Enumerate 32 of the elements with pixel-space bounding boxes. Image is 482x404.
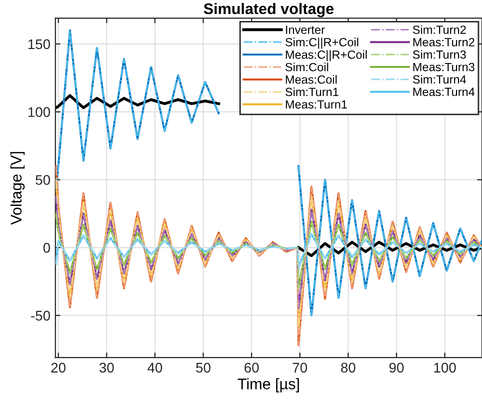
line-series <box>55 165 482 346</box>
y-tick-label: 0 <box>43 242 50 253</box>
legend-label: Sim:Turn4 <box>412 74 466 84</box>
x-tick-label: 40 <box>148 362 162 373</box>
x-tick-label: 90 <box>389 362 404 373</box>
line-series <box>55 212 482 290</box>
x-axis-title: Time [µs] <box>238 378 299 392</box>
legend-label: Meas:Turn1 <box>286 100 347 109</box>
x-tick-label: 30 <box>99 362 114 373</box>
y-tick-label: 50 <box>36 175 50 185</box>
legend-label: Meas:Coil <box>286 75 337 84</box>
legend-label: Meas:C||R+Coil <box>286 50 367 62</box>
chart-title: Simulated voltage <box>204 2 334 18</box>
legend-label: Meas:Turn3 <box>413 62 474 72</box>
legend-label: Sim:Turn3 <box>412 50 466 59</box>
y-tick-label: 100 <box>28 107 50 118</box>
legend-label: Sim:Turn1 <box>285 87 338 96</box>
legend-label: Inverter <box>286 26 325 34</box>
y-tick-label: 150 <box>28 39 50 50</box>
legend-label: Meas:Turn2 <box>413 38 474 46</box>
y-axis-title: Voltage [V] <box>10 152 25 225</box>
legend-label: Sim:C||R+Coil <box>285 38 358 49</box>
x-tick-label: 100 <box>434 362 456 373</box>
x-tick-label: 50 <box>196 362 210 373</box>
x-tick-label: 60 <box>244 362 259 373</box>
x-tick-label: 80 <box>341 362 356 373</box>
legend-label: Meas:Turn4 <box>413 88 475 96</box>
legend-label: Sim:Coil <box>285 62 328 72</box>
x-tick-label: 70 <box>292 362 308 373</box>
y-tick-label: -50 <box>31 310 50 321</box>
x-tick-label: 20 <box>51 362 66 373</box>
legend-label: Sim:Turn2 <box>412 25 466 34</box>
